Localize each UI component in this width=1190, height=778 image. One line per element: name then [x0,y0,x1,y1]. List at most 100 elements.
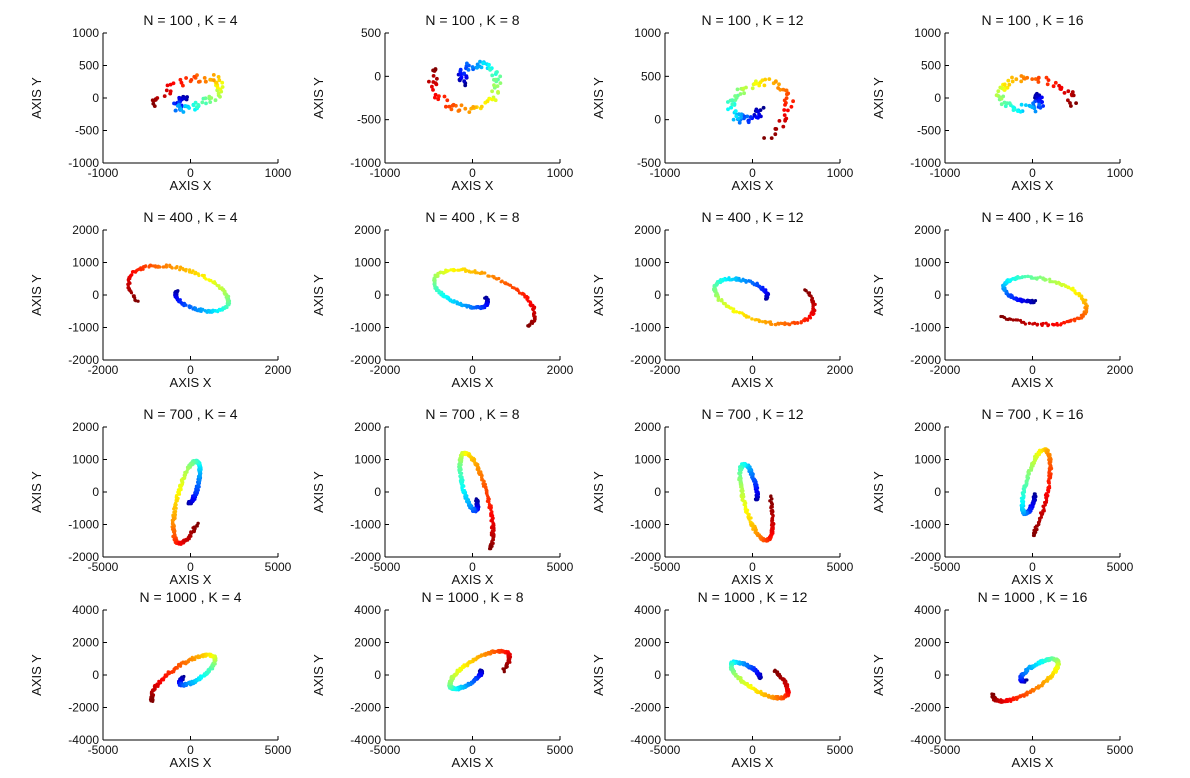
data-point [1007,101,1012,106]
x-tick-label: 1000 [827,166,854,180]
x-tick-label: 2000 [265,363,292,377]
y-tick-label: -500 [917,124,941,138]
data-point [777,119,782,123]
data-point [1033,109,1038,114]
data-point [747,315,751,319]
data-point [1051,322,1055,326]
scatter-points [447,648,513,692]
data-point [770,526,774,530]
data-point [762,83,767,88]
data-point [168,263,172,267]
data-point [1075,316,1079,320]
data-point [780,321,784,326]
data-point [126,282,130,286]
data-point [1014,318,1018,322]
x-tick-label: 0 [469,743,476,757]
data-point [1014,77,1019,82]
data-point [811,311,815,315]
y-tick-label: 2000 [354,636,381,650]
data-point [483,271,487,275]
data-point [773,126,778,131]
data-point [1068,101,1072,105]
data-point [1035,277,1039,281]
y-tick-label: 0 [374,485,381,499]
subplot-14: N = 1000 , K = 8 -4000 -2000 0 2000 4000 -5000… [311,589,574,770]
data-point [151,699,155,704]
data-point [151,101,156,106]
subplot-1: N = 100 , K = 4 -1000 -500 0 500 1000 -1000 0 10… [29,12,292,193]
x-axis-label: AXIS X [170,375,212,390]
data-point [757,284,762,288]
data-point [768,320,773,324]
data-point [464,75,469,80]
subplot-title: N = 100 , K = 4 [143,12,237,28]
data-point [1022,76,1026,81]
data-point [153,98,158,102]
x-tick-label: -1000 [650,166,681,180]
data-point [208,100,213,104]
subplot-title: N = 100 , K = 12 [702,12,804,28]
y-tick-label: 1000 [354,453,381,467]
data-point [1027,321,1032,325]
subplot-5: N = 400 , K = 4 -2000 -1000 0 1000 2000 -2000 0… [29,209,292,390]
data-point [493,649,497,654]
x-tick-label: 0 [187,560,194,574]
data-point [769,494,773,498]
data-point [196,80,201,84]
data-point [1070,90,1075,94]
data-point [1002,83,1007,87]
data-point [1069,104,1073,108]
y-tick-label: 4000 [634,603,661,617]
scatter-points [999,274,1089,328]
y-tick-label: 1000 [634,256,661,270]
x-axis-label: AXIS X [732,572,774,587]
x-tick-label: 0 [749,166,756,180]
data-point [458,67,463,72]
x-tick-label: -2000 [370,363,401,377]
y-tick-label: -2000 [350,701,381,715]
data-point [769,136,774,141]
data-point [435,76,439,81]
data-point [1011,318,1015,322]
y-axis-label: AXIS Y [29,654,44,696]
data-point [130,270,135,274]
data-point [1040,512,1044,516]
y-tick-label: 500 [641,69,661,83]
x-axis-label: AXIS X [1012,572,1054,587]
data-point [764,693,768,697]
data-point [1019,102,1024,107]
data-point [1072,317,1076,321]
data-point [184,303,188,307]
data-point [489,526,494,530]
data-point [757,83,762,88]
data-point [737,120,742,125]
data-point [761,105,766,110]
data-point [994,93,999,98]
x-tick-label: 0 [187,743,194,757]
data-point [177,95,182,100]
data-point [1012,107,1017,112]
data-point [193,272,197,276]
data-point [1066,286,1070,290]
y-tick-label: -2000 [910,701,941,715]
data-point [1016,109,1020,113]
data-point [1080,313,1085,317]
data-point [218,94,222,99]
subplot-4: N = 100 , K = 16 -1000 -500 0 500 1000 -1000 0 1… [871,12,1134,193]
y-tick-label: -1000 [630,321,661,335]
data-point [1062,91,1067,95]
subplot-9: N = 700 , K = 4 -2000 -1000 0 1000 2000 -5000 0… [29,406,292,587]
data-point [1023,275,1027,279]
data-point [791,99,795,104]
data-point [1084,298,1088,302]
x-tick-label: 0 [1029,363,1036,377]
data-point [491,521,495,525]
data-point [185,538,189,542]
x-tick-label: 0 [749,363,756,377]
data-point [463,106,468,111]
data-point [215,309,219,313]
scatter-points [432,267,537,328]
data-point [750,86,755,91]
data-point [1006,78,1011,83]
data-point [211,78,216,83]
